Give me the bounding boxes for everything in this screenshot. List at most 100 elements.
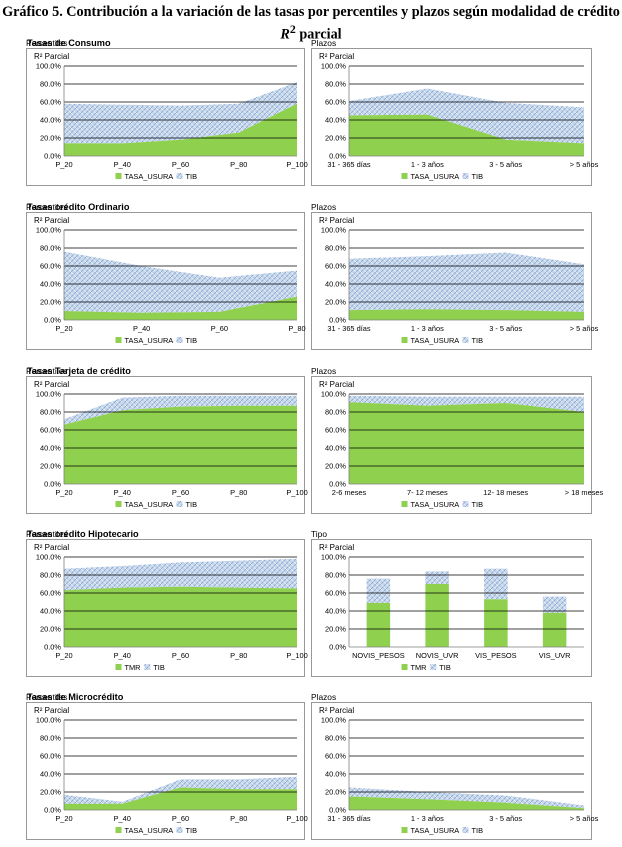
chart-6-legend-swatch-primary bbox=[401, 501, 408, 507]
chart-1-ytick: 80.0% bbox=[40, 80, 61, 89]
chart-6-xtick: 7- 12 meses bbox=[407, 488, 448, 497]
chart-5-ytick: 80.0% bbox=[40, 408, 61, 417]
chart-5-series-primary bbox=[64, 405, 297, 484]
chart-5-subtitle: Percentiles bbox=[26, 366, 68, 376]
chart-8-xtick: VIS_UVR bbox=[539, 651, 571, 660]
chart-10-series-primary bbox=[349, 796, 584, 810]
chart-9-ytick: 100.0% bbox=[36, 716, 61, 725]
chart-1-legend-primary: TASA_USURA bbox=[125, 172, 174, 181]
chart-6-legend-swatch-tib bbox=[462, 501, 469, 507]
chart-7-ytick: 20.0% bbox=[40, 625, 61, 634]
chart-8-ylabel: R² Parcial bbox=[319, 543, 354, 552]
chart-2-legend-swatch-tib bbox=[462, 173, 469, 179]
chart-5-xtick: P_80 bbox=[230, 488, 247, 497]
chart-7-ylabel: R² Parcial bbox=[34, 543, 69, 552]
chart-9-series-primary bbox=[64, 787, 297, 810]
chart-8-ytick: 60.0% bbox=[325, 589, 346, 598]
chart-1-ytick: 20.0% bbox=[40, 134, 61, 143]
chart-2-legend-primary: TASA_USURA bbox=[411, 172, 460, 181]
chart-8-subtitle: Tipo bbox=[311, 529, 327, 539]
chart-9-xtick: P_100 bbox=[286, 814, 307, 823]
chart-1-xtick: P_40 bbox=[114, 160, 131, 169]
chart-10-xtick: > 5 años bbox=[570, 814, 599, 823]
chart-1-ytick: 60.0% bbox=[40, 98, 61, 107]
chart-10-legend-swatch-tib bbox=[462, 827, 469, 833]
chart-6-series-primary bbox=[349, 402, 584, 484]
chart-8-xtick: VIS_PESOS bbox=[475, 651, 517, 660]
chart-7-xtick: P_20 bbox=[55, 651, 72, 660]
chart-8-legend-tib: TIB bbox=[439, 663, 451, 672]
chart-1-legend-swatch-tib bbox=[176, 173, 183, 179]
chart-7-legend-swatch-tib bbox=[144, 664, 151, 670]
chart-1-ytick: 0.0% bbox=[44, 152, 61, 161]
chart-6-ytick: 100.0% bbox=[321, 390, 346, 399]
chart-4-legend-swatch-primary bbox=[401, 337, 408, 343]
chart-9-subtitle: Percentiles bbox=[26, 692, 68, 702]
chart-6-xtick: 12- 18 meses bbox=[483, 488, 528, 497]
chart-10-xtick: 3 - 5 años bbox=[489, 814, 522, 823]
chart-4-series-tib bbox=[349, 252, 584, 312]
chart-3-ytick: 40.0% bbox=[40, 280, 61, 289]
chart-5-ytick: 100.0% bbox=[36, 390, 61, 399]
chart-5-xtick: P_60 bbox=[172, 488, 189, 497]
chart-9-xtick: P_60 bbox=[172, 814, 189, 823]
chart-7-series-primary bbox=[64, 586, 297, 647]
chart-5: R² Parcial 0.0% 20.0% 40.0% 60.0% 80.0% 100.0%… bbox=[26, 376, 308, 514]
chart-3-ytick: 0.0% bbox=[44, 316, 61, 325]
chart-2-xtick: 3 - 5 años bbox=[489, 160, 522, 169]
chart-7-legend-swatch-primary bbox=[115, 664, 122, 670]
chart-10-xtick: 1 - 3 años bbox=[411, 814, 444, 823]
chart-9-ytick: 20.0% bbox=[40, 788, 61, 797]
chart-2-xtick: > 5 años bbox=[570, 160, 599, 169]
chart-3-legend-swatch-primary bbox=[115, 337, 122, 343]
chart-1-xtick: P_80 bbox=[230, 160, 247, 169]
r2-superscript: 2 bbox=[289, 22, 296, 36]
chart-1-series-tib bbox=[64, 82, 297, 144]
chart-10-subtitle: Plazos bbox=[311, 692, 337, 702]
chart-4-legend-primary: TASA_USURA bbox=[411, 336, 460, 345]
chart-2-ytick: 20.0% bbox=[325, 134, 346, 143]
figure-title-line2: R2 parcial bbox=[0, 21, 622, 44]
chart-6-ylabel: R² Parcial bbox=[319, 380, 354, 389]
chart-10-xtick: 31 - 365 días bbox=[327, 814, 370, 823]
chart-9-legend-swatch-primary bbox=[115, 827, 122, 833]
chart-3-xtick: P_20 bbox=[55, 324, 72, 333]
chart-5-series-tib bbox=[64, 395, 297, 425]
chart-4-ytick: 40.0% bbox=[325, 280, 346, 289]
chart-6-ytick: 60.0% bbox=[325, 426, 346, 435]
chart-9-ylabel: R² Parcial bbox=[34, 706, 69, 715]
chart-6-ytick: 40.0% bbox=[325, 444, 346, 453]
chart-2-ytick: 100.0% bbox=[321, 62, 346, 71]
chart-10-frame bbox=[311, 702, 592, 840]
chart-3-ytick: 60.0% bbox=[40, 262, 61, 271]
section-title-consumo: Tasas de Consumo bbox=[27, 38, 111, 48]
chart-6-subtitle: Plazos bbox=[311, 366, 337, 376]
chart-3-series-tib bbox=[64, 251, 297, 313]
chart-2-xtick: 1 - 3 años bbox=[411, 160, 444, 169]
chart-2-subtitle: Plazos bbox=[311, 38, 337, 48]
chart-8-legend-swatch-tib bbox=[430, 664, 437, 670]
chart-6-ytick: 0.0% bbox=[329, 480, 346, 489]
chart-1-legend-tib: TIB bbox=[186, 172, 198, 181]
chart-9-xtick: P_20 bbox=[55, 814, 72, 823]
chart-1-legend-swatch-primary bbox=[115, 173, 122, 179]
chart-4-series-primary bbox=[349, 309, 584, 320]
section-title-microcredito: Tasas de Microcrédito bbox=[27, 692, 124, 702]
chart-8-bar-tib bbox=[366, 578, 391, 603]
chart-6-ytick: 20.0% bbox=[325, 462, 346, 471]
chart-9-frame bbox=[26, 702, 305, 840]
chart-1-ylabel: R² Parcial bbox=[34, 52, 69, 61]
chart-9-ytick: 40.0% bbox=[40, 770, 61, 779]
chart-2-xtick: 31 - 365 días bbox=[327, 160, 370, 169]
chart-9-series-tib bbox=[64, 776, 297, 804]
chart-4-ytick: 60.0% bbox=[325, 262, 346, 271]
chart-8-legend-primary: TMR bbox=[411, 663, 427, 672]
chart-5-legend-swatch-primary bbox=[115, 501, 122, 507]
chart-3-xtick: P_40 bbox=[133, 324, 150, 333]
chart-6-legend-tib: TIB bbox=[472, 500, 484, 509]
chart-8-bar-primary bbox=[366, 602, 391, 647]
chart-2-ylabel: R² Parcial bbox=[319, 52, 354, 61]
chart-10-series-tib bbox=[349, 787, 584, 809]
chart-7: R² Parcial 0.0% 20.0% 40.0% 60.0% 80.0% 100.0%… bbox=[26, 539, 308, 677]
chart-8-bar-primary bbox=[542, 612, 567, 647]
